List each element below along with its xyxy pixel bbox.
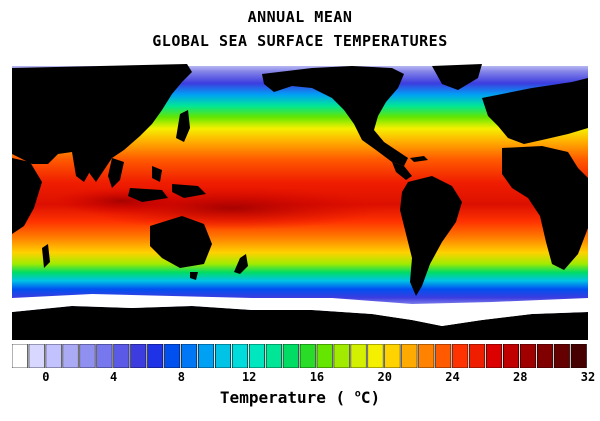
colorbar-swatch <box>367 344 384 368</box>
colorbar-swatch <box>248 344 265 368</box>
colorbar-swatch <box>469 344 486 368</box>
sea-surface-temperature-map <box>12 58 588 340</box>
colorbar-swatch <box>12 344 28 368</box>
indian-ocean-warm-pool <box>52 187 192 215</box>
colorbar-swatch <box>316 344 333 368</box>
arctic-ice <box>12 58 588 66</box>
colorbar-swatch <box>96 344 113 368</box>
colorbar-swatch <box>113 344 130 368</box>
colorbar-tick-label: 16 <box>309 370 325 384</box>
colorbar-swatch <box>570 344 587 368</box>
degree-symbol: o <box>354 388 361 400</box>
colorbar-swatch <box>79 344 96 368</box>
colorbar-swatch <box>28 344 45 368</box>
colorbar-tick-label: 8 <box>177 370 186 384</box>
colorbar-swatch <box>265 344 282 368</box>
map-subtitle: GLOBAL SEA SURFACE TEMPERATURES <box>152 32 448 50</box>
colorbar-swatch <box>553 344 570 368</box>
colorbar-swatch <box>282 344 299 368</box>
colorbar-tick-label: 0 <box>42 370 50 384</box>
colorbar-swatch <box>333 344 350 368</box>
colorbar-swatch <box>198 344 215 368</box>
colorbar-swatch <box>418 344 435 368</box>
colorbar-swatch <box>401 344 418 368</box>
temperature-colorbar <box>12 344 587 368</box>
colorbar-tick-label: 28 <box>513 370 528 384</box>
colorbar-tick-label: 4 <box>110 370 118 384</box>
map-title: ANNUAL MEAN <box>247 8 353 26</box>
colorbar-label-unit: C) <box>360 388 381 407</box>
colorbar-tick-label: 24 <box>445 370 460 384</box>
colorbar-swatch <box>452 344 469 368</box>
colorbar-swatch <box>181 344 198 368</box>
colorbar-swatch <box>214 344 232 368</box>
land-masses <box>12 64 588 340</box>
colorbar-swatch <box>519 344 536 368</box>
colorbar-swatch <box>384 344 401 368</box>
colorbar-swatch <box>147 344 164 368</box>
colorbar-swatch <box>164 344 181 368</box>
colorbar-swatch <box>350 344 367 368</box>
colorbar-label: Temperature ( oC) <box>0 388 600 407</box>
colorbar-label-prefix: Temperature ( <box>219 388 355 407</box>
colorbar-tick-label: 20 <box>377 370 392 384</box>
colorbar-swatch <box>486 344 503 368</box>
colorbar-tick-label: 12 <box>241 370 257 384</box>
colorbar-swatch <box>536 344 553 368</box>
colorbar-swatch <box>130 344 147 368</box>
colorbar-tick-label: 32 <box>580 370 596 384</box>
colorbar-ticks: 0 4 8 12 16 20 24 28 32 <box>12 370 595 390</box>
colorbar-swatch <box>435 344 452 368</box>
colorbar-swatch <box>299 344 316 368</box>
colorbar-swatch <box>62 344 79 368</box>
colorbar-swatch <box>502 344 520 368</box>
colorbar-swatch <box>45 344 62 368</box>
colorbar-swatch <box>231 344 248 368</box>
antarctic-sea-ice <box>12 294 588 326</box>
